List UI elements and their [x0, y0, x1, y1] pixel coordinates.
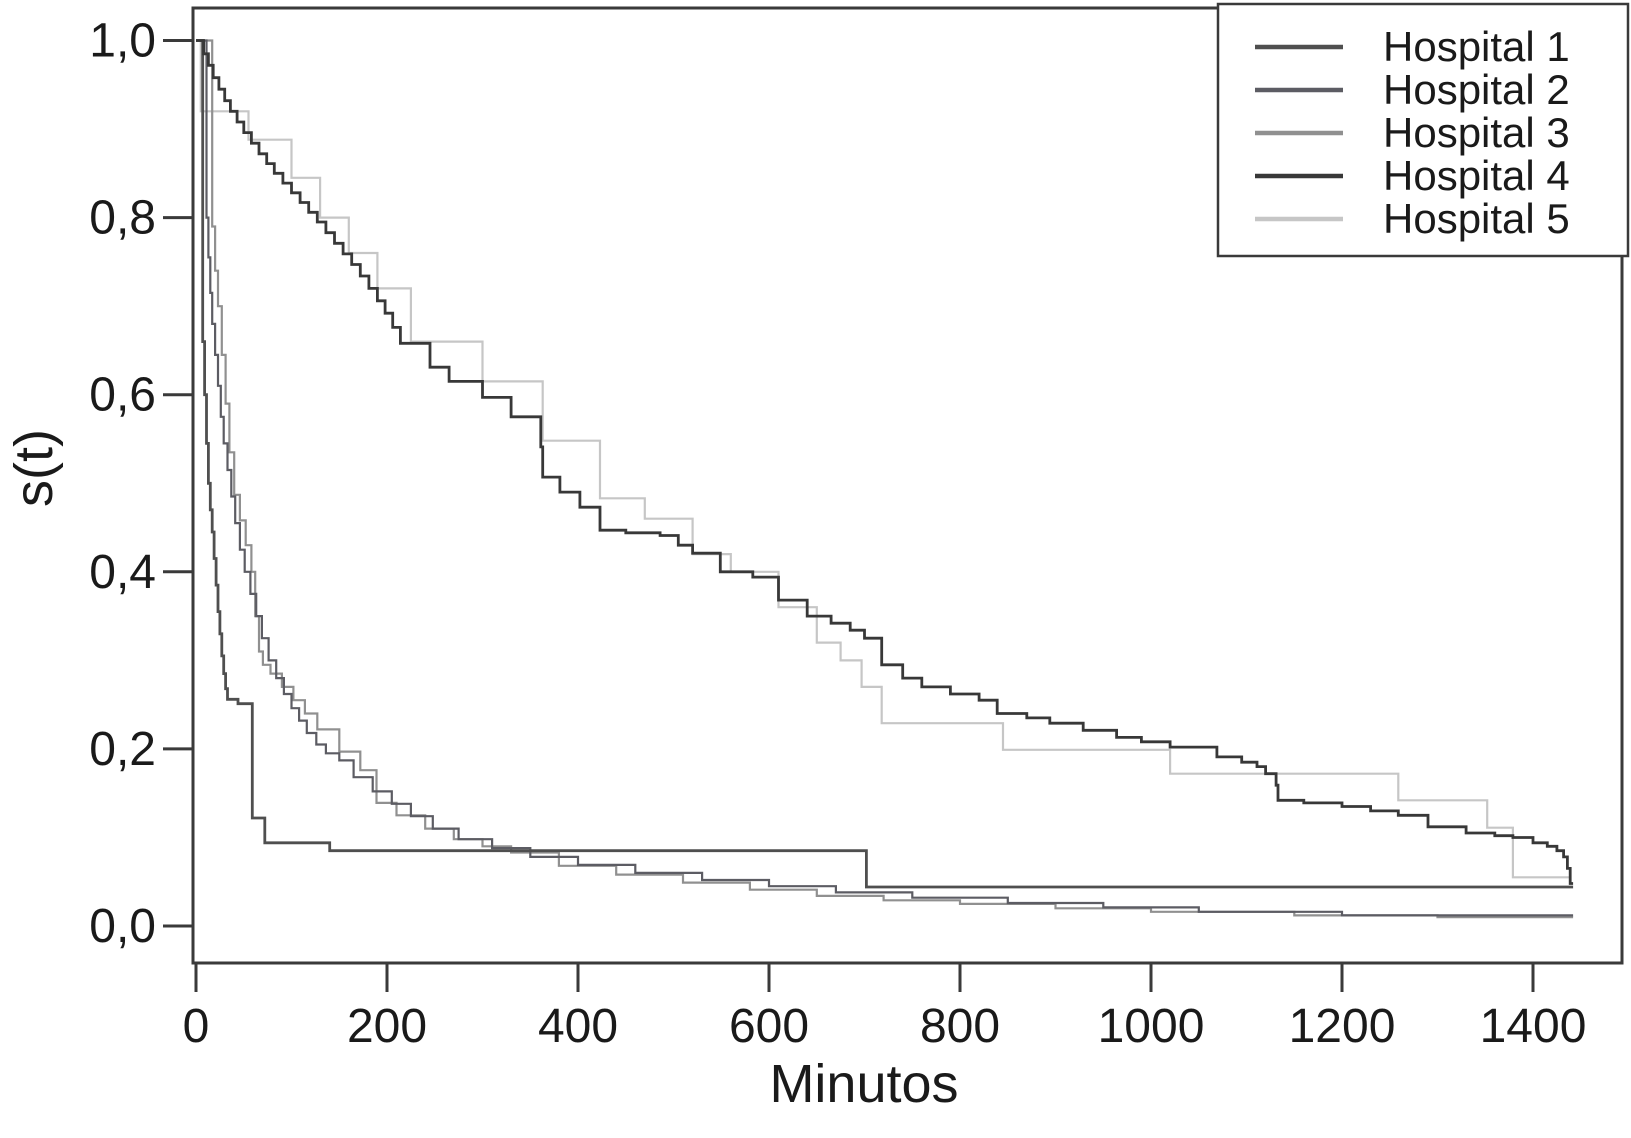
legend-label-hospital-3: Hospital 3 [1383, 109, 1570, 156]
x-tick-label: 600 [729, 1000, 809, 1053]
curve-hospital-1 [196, 39, 1574, 889]
plot-frame [191, 6, 1624, 965]
y-tick-label: 0,6 [89, 369, 156, 422]
curve-hospital-3 [196, 39, 1574, 919]
legend-label-hospital-1: Hospital 1 [1383, 23, 1570, 70]
x-tick-label: 0 [183, 1000, 210, 1053]
x-axis-title: Minutos [769, 1054, 958, 1114]
legend-label-hospital-2: Hospital 2 [1383, 66, 1570, 113]
y-tick-label: 0,0 [89, 900, 156, 953]
curve-hospital-5 [196, 39, 1572, 879]
x-tick-label: 200 [347, 1000, 427, 1053]
y-tick-label: 0,4 [89, 546, 156, 599]
legend-label-hospital-4: Hospital 4 [1383, 152, 1570, 199]
x-tick-label: 800 [920, 1000, 1000, 1053]
x-tick-label: 1000 [1098, 1000, 1205, 1053]
y-tick-label: 0,2 [89, 723, 156, 776]
x-tick-label: 1200 [1289, 1000, 1396, 1053]
y-axis-title: s(t) [4, 429, 64, 507]
x-tick-label: 400 [538, 1000, 618, 1053]
y-tick-label: 1,0 [89, 15, 156, 68]
x-tick-label: 1400 [1480, 1000, 1587, 1053]
y-tick-label: 0,8 [89, 192, 156, 245]
curve-hospital-2 [196, 39, 1574, 917]
legend-label-hospital-5: Hospital 5 [1383, 195, 1570, 242]
curve-hospital-4 [196, 39, 1574, 885]
